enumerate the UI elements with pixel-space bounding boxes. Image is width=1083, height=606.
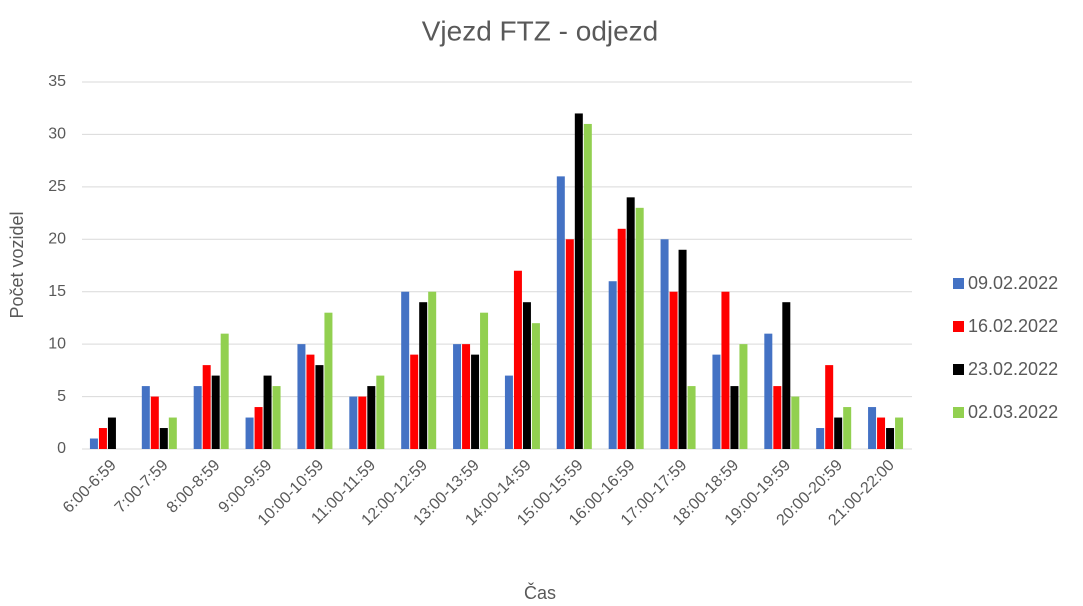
bar [816,428,825,449]
bar [687,386,696,449]
x-axis-title: Čas [524,582,556,603]
bar [211,375,220,449]
y-tick-label: 10 [48,335,66,352]
bar [358,396,367,449]
chart-title: Vjezd FTZ - odjezd [422,15,659,46]
legend-swatch [953,321,964,332]
bar [556,176,565,449]
y-tick-label: 15 [48,283,66,300]
bar [678,249,687,449]
bar [886,428,895,449]
legend-label: 23.02.2022 [968,359,1058,379]
bar [306,354,315,449]
bar [626,197,635,449]
y-tick-label: 20 [48,231,66,248]
bar [202,365,211,449]
bar [107,417,116,449]
bar [730,386,739,449]
bar [168,417,177,449]
bar [367,386,376,449]
y-axis-title: Počet vozidel [7,211,27,318]
bar [868,407,877,449]
bar [410,354,419,449]
bar [669,291,678,449]
bar [245,417,254,449]
legend-label: 02.03.2022 [968,402,1058,422]
bar [419,302,428,449]
legend-label: 09.02.2022 [968,273,1058,293]
bar [565,239,574,449]
y-tick-label: 35 [48,73,66,90]
bar [376,375,385,449]
bar [721,291,730,449]
bar [401,291,410,449]
bar [895,417,904,449]
bar [98,428,107,449]
bar [877,417,886,449]
bar [272,386,281,449]
bar [315,365,324,449]
bar [513,270,522,449]
bar [324,312,333,449]
bar [574,113,583,449]
bar [660,239,669,449]
bar [349,396,358,449]
legend-swatch [953,407,964,418]
bar [428,291,437,449]
x-tick-label: 8:00-8:59 [164,457,224,517]
bar [764,333,773,449]
bar [471,354,480,449]
legend-swatch [953,364,964,375]
bar [712,354,721,449]
bar [480,312,489,449]
bar [193,386,202,449]
bar [635,207,644,449]
bar [843,407,852,449]
y-tick-label: 5 [57,388,66,405]
bar [453,344,462,449]
bar [159,428,168,449]
y-tick-label: 30 [48,126,66,143]
bar [608,281,617,449]
bar [504,375,513,449]
legend-label: 16.02.2022 [968,316,1058,336]
bar [773,386,782,449]
y-tick-label: 25 [48,178,66,195]
y-tick-label: 0 [57,440,66,457]
bar [825,365,834,449]
bar [782,302,791,449]
bar [89,438,98,449]
bar [263,375,272,449]
bar [254,407,263,449]
bar [617,228,626,449]
bar [141,386,150,449]
x-tick-label: 7:00-7:59 [112,457,172,517]
bar [150,396,159,449]
legend-swatch [953,278,964,289]
bar [462,344,471,449]
bar [834,417,843,449]
bar [791,396,800,449]
bar [220,333,229,449]
bar [522,302,531,449]
bar [297,344,306,449]
bar [739,344,748,449]
x-tick-label: 6:00-6:59 [60,457,120,517]
bar [583,123,592,449]
bar [531,323,540,449]
